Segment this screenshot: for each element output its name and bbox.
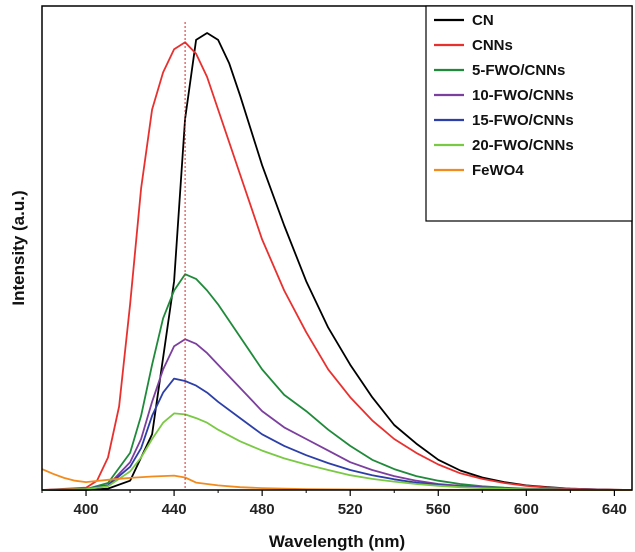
x-tick-label: 560 [426,501,451,518]
legend-label: 20-FWO/CNNs [472,137,574,154]
x-axis-ticks: 400 440 480 520 560 600 640 [41,490,627,518]
x-tick-label: 520 [338,501,363,518]
x-tick-label: 480 [250,501,275,518]
legend: CN CNNs 5-FWO/CNNs 10-FWO/CNNs 15-FWO/CNNs 20… [425,5,633,222]
x-tick-label: 600 [514,501,539,518]
legend-label: CN [472,12,494,29]
legend-label: FeWO4 [472,162,524,179]
x-tick-label: 440 [162,501,187,518]
x-tick-label: 640 [602,501,627,518]
legend-label: 5-FWO/CNNs [472,62,565,79]
y-axis-title: Intensity (a.u.) [9,190,28,305]
legend-label: 10-FWO/CNNs [472,87,574,104]
series-layer [41,32,633,491]
plot-frame [41,5,633,491]
series-line-1 [41,41,633,491]
legend-box [425,5,633,222]
series-line-5 [41,412,632,491]
x-axis-title: Wavelength (nm) [269,532,405,551]
series-line-4 [41,377,633,491]
legend-label: 15-FWO/CNNs [472,112,574,129]
legend-label: CNNs [472,37,513,54]
x-tick-label: 400 [74,501,99,518]
